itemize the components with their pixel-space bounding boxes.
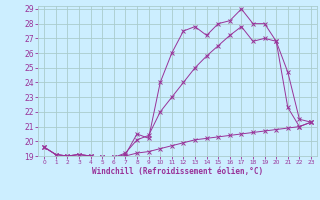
X-axis label: Windchill (Refroidissement éolien,°C): Windchill (Refroidissement éolien,°C)	[92, 167, 263, 176]
